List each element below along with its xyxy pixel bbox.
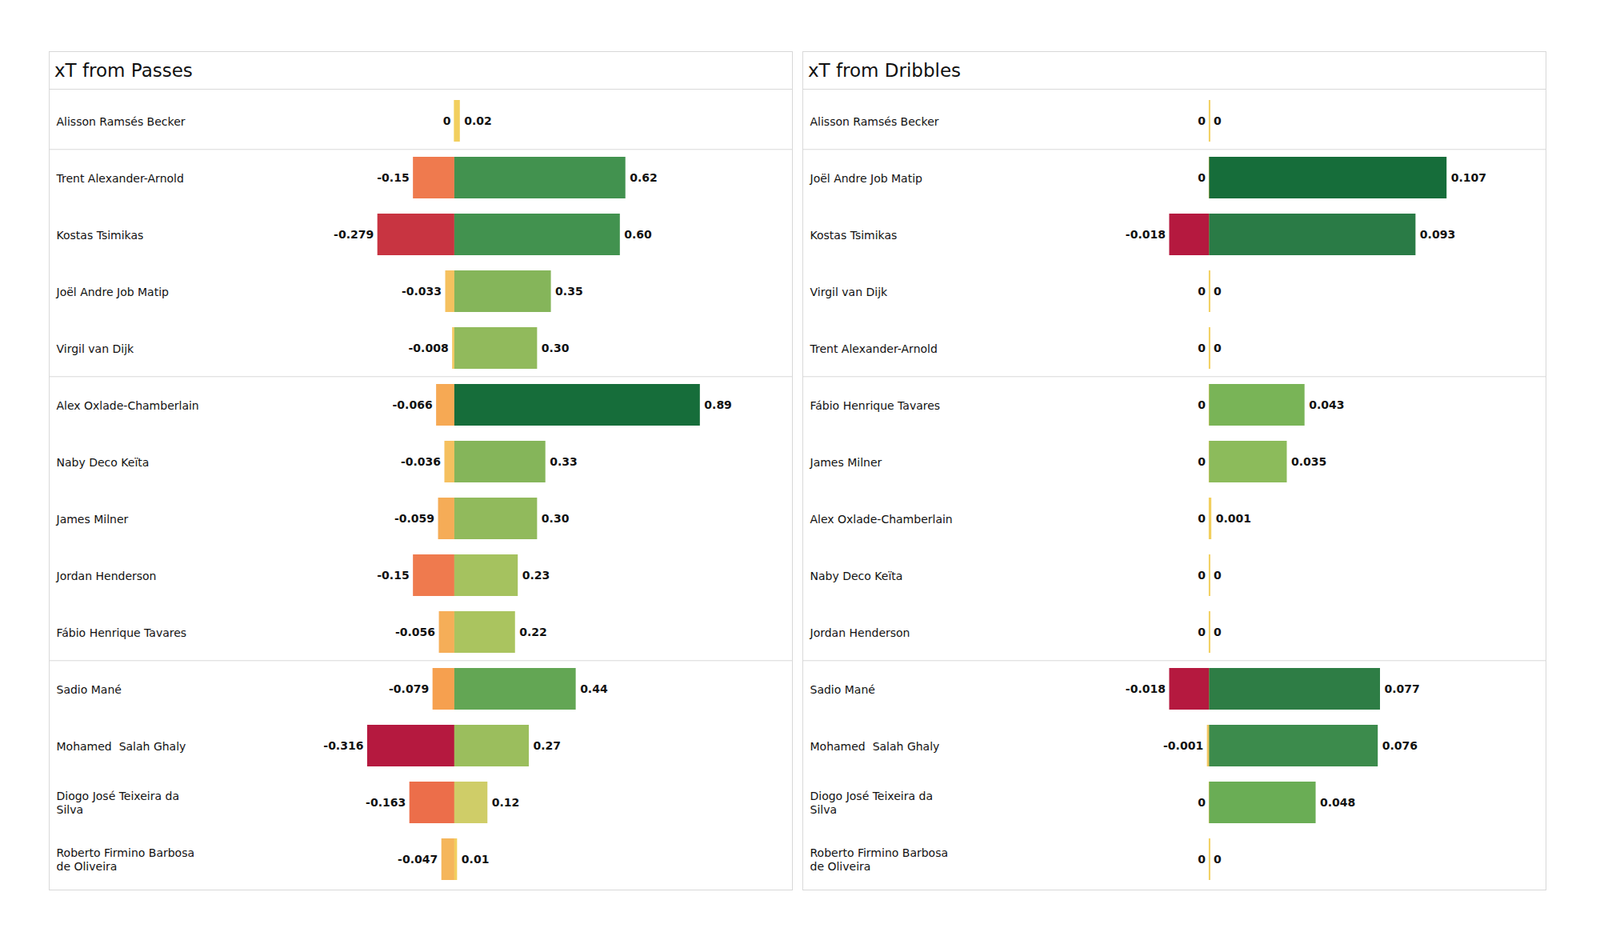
svg-text:0.22: 0.22 — [519, 625, 548, 639]
svg-text:Alisson Ramsés Becker: Alisson Ramsés Becker — [56, 115, 186, 128]
svg-text:0: 0 — [1197, 398, 1206, 412]
svg-text:0.30: 0.30 — [541, 341, 570, 355]
svg-text:Kostas Tsimikas: Kostas Tsimikas — [810, 228, 898, 242]
svg-text:James Milner: James Milner — [809, 456, 883, 469]
svg-text:Mohamed Salah Ghaly: Mohamed Salah Ghaly — [56, 740, 187, 753]
svg-text:Diogo José Teixeira daSilva: Diogo José Teixeira daSilva — [810, 789, 933, 816]
svg-text:0: 0 — [1197, 114, 1206, 128]
svg-text:-0.056: -0.056 — [395, 625, 436, 639]
svg-text:0: 0 — [1197, 455, 1206, 468]
svg-text:-0.079: -0.079 — [388, 682, 429, 696]
svg-text:James Milner: James Milner — [56, 512, 129, 526]
svg-text:0: 0 — [1213, 284, 1222, 298]
svg-text:Virgil van Dijk: Virgil van Dijk — [56, 342, 136, 356]
svg-text:Roberto Firmino Barbosade Oliv: Roberto Firmino Barbosade Oliveira — [56, 846, 196, 873]
svg-text:Mohamed Salah Ghaly: Mohamed Salah Ghaly — [810, 740, 940, 753]
svg-text:0: 0 — [1197, 171, 1206, 184]
svg-text:Joël Andre Job Matip: Joël Andre Job Matip — [56, 285, 170, 299]
svg-text:0.44: 0.44 — [580, 682, 608, 696]
svg-text:Roberto Firmino Barbosade Oliv: Roberto Firmino Barbosade Oliveira — [810, 846, 949, 873]
svg-text:0: 0 — [443, 114, 452, 128]
svg-text:0: 0 — [1197, 341, 1206, 355]
svg-text:0: 0 — [1197, 852, 1206, 866]
svg-text:0.60: 0.60 — [624, 228, 652, 241]
svg-text:0.62: 0.62 — [629, 171, 658, 184]
svg-text:Jordan Henderson: Jordan Henderson — [56, 569, 157, 583]
svg-text:Alex Oxlade-Chamberlain: Alex Oxlade-Chamberlain — [56, 399, 200, 412]
svg-text:-0.018: -0.018 — [1125, 682, 1166, 696]
svg-text:0.02: 0.02 — [464, 114, 492, 128]
svg-text:-0.279: -0.279 — [333, 228, 374, 241]
svg-text:-0.15: -0.15 — [376, 568, 409, 582]
svg-text:Alex Oxlade-Chamberlain: Alex Oxlade-Chamberlain — [810, 512, 953, 526]
svg-text:-0.036: -0.036 — [400, 455, 441, 468]
svg-text:-0.018: -0.018 — [1125, 228, 1166, 241]
svg-text:0.077: 0.077 — [1384, 682, 1420, 696]
html-text:xT from Passes: xT from Passes — [54, 60, 193, 81]
svg-text:-0.047: -0.047 — [397, 852, 438, 866]
svg-text:0: 0 — [1197, 284, 1206, 298]
svg-text:Alisson Ramsés Becker: Alisson Ramsés Becker — [810, 115, 940, 128]
svg-text:0.30: 0.30 — [541, 512, 570, 525]
svg-text:0: 0 — [1197, 512, 1206, 525]
svg-text:0.048: 0.048 — [1320, 796, 1356, 809]
svg-text:0: 0 — [1213, 625, 1222, 639]
svg-text:0: 0 — [1213, 568, 1222, 582]
svg-text:-0.163: -0.163 — [365, 796, 406, 809]
svg-text:Sadio Mané: Sadio Mané — [810, 683, 876, 696]
svg-text:0.23: 0.23 — [522, 568, 551, 582]
svg-text:Naby Deco Keïta: Naby Deco Keïta — [810, 569, 904, 583]
svg-text:Naby Deco Keïta: Naby Deco Keïta — [56, 456, 150, 469]
svg-text:0: 0 — [1197, 625, 1206, 639]
svg-text:0.12: 0.12 — [492, 796, 520, 809]
svg-text:Fábio Henrique Tavares: Fábio Henrique Tavares — [810, 399, 941, 412]
svg-text:0.35: 0.35 — [555, 284, 584, 298]
svg-text:0.01: 0.01 — [461, 852, 490, 866]
svg-text:0.27: 0.27 — [533, 739, 562, 752]
svg-text:-0.15: -0.15 — [376, 171, 409, 184]
svg-text:Trent Alexander-Arnold: Trent Alexander-Arnold — [56, 172, 184, 185]
svg-text:Virgil van Dijk: Virgil van Dijk — [810, 285, 889, 299]
svg-text:0: 0 — [1197, 796, 1206, 809]
svg-text:0.107: 0.107 — [1451, 171, 1487, 184]
svg-text:0.093: 0.093 — [1420, 228, 1456, 241]
svg-text:Joël Andre Job Matip: Joël Andre Job Matip — [809, 172, 924, 185]
svg-text:0: 0 — [1197, 568, 1206, 582]
svg-text:0.035: 0.035 — [1291, 455, 1327, 468]
svg-text:0: 0 — [1213, 341, 1222, 355]
svg-text:Jordan Henderson: Jordan Henderson — [809, 626, 911, 640]
svg-text:0: 0 — [1213, 852, 1222, 866]
svg-text:0.33: 0.33 — [549, 455, 578, 468]
svg-text:Diogo José Teixeira daSilva: Diogo José Teixeira daSilva — [56, 789, 180, 816]
svg-text:Kostas Tsimikas: Kostas Tsimikas — [56, 228, 144, 242]
svg-text:-0.033: -0.033 — [401, 284, 442, 298]
svg-text:-0.059: -0.059 — [394, 512, 435, 525]
svg-text:-0.001: -0.001 — [1163, 739, 1204, 752]
svg-text:Sadio Mané: Sadio Mané — [56, 683, 122, 696]
svg-text:0: 0 — [1213, 114, 1222, 128]
svg-text:Fábio Henrique Tavares: Fábio Henrique Tavares — [56, 626, 188, 640]
svg-text:-0.066: -0.066 — [392, 398, 433, 412]
svg-text:-0.316: -0.316 — [323, 739, 364, 752]
svg-text:0.001: 0.001 — [1216, 512, 1252, 525]
svg-text:0.076: 0.076 — [1382, 739, 1418, 752]
html-text:xT from Dribbles: xT from Dribbles — [808, 60, 961, 81]
svg-text:0.043: 0.043 — [1308, 398, 1344, 412]
svg-text:0.89: 0.89 — [704, 398, 732, 412]
svg-text:Trent Alexander-Arnold: Trent Alexander-Arnold — [809, 342, 938, 356]
svg-text:-0.008: -0.008 — [408, 341, 449, 355]
